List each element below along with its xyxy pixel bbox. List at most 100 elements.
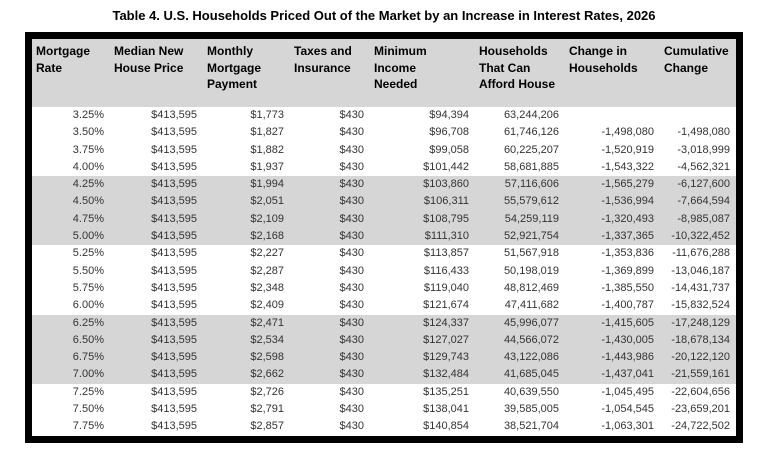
table-cell: $413,595	[151, 109, 197, 121]
table-row: 6.25% $413,595 $2,471 $430 $124,337 45,996,07…	[32, 314, 736, 332]
table-cell: -1,430,005	[565, 331, 660, 350]
table-cell: -4,562,321	[677, 160, 730, 173]
table-cell: -22,604,656	[671, 385, 730, 398]
table-cell: -1,543,322	[601, 160, 654, 173]
table-cell: 7.75%	[72, 420, 104, 433]
col-header-change-households: Change in Households	[565, 39, 660, 107]
table-row: 3.25% $413,595 $1,773 $430 $94,394 63,244,206	[32, 107, 736, 124]
table-cell: 6.50%	[32, 331, 110, 350]
table-cell: -1,498,080	[677, 126, 730, 139]
table-cell: $430	[339, 264, 364, 277]
table-row: 6.50% $413,595 $2,534 $430 $127,027 44,566,07…	[32, 331, 736, 350]
table-cell: $2,534	[203, 331, 290, 350]
table-cell: $413,595	[110, 176, 203, 194]
table-cell: $430	[339, 247, 364, 260]
table-cell: 6.00%	[72, 299, 104, 312]
col-header-monthly-payment: Monthly Mortgage Payment	[203, 39, 290, 107]
table-cell: 5.00%	[32, 228, 110, 246]
table-cell: 52,921,754	[475, 228, 565, 246]
page: Table 4. U.S. Households Priced Out of t…	[0, 8, 768, 443]
table-row: 4.75% $413,595 $2,109 $430 $108,795 54,259,11…	[32, 210, 736, 229]
table-cell: -1,320,493	[565, 210, 660, 229]
table-row: 3.75% $413,595 $1,882 $430 $99,058 60,225,207…	[32, 142, 736, 159]
table-cell: 61,746,126	[503, 126, 559, 139]
table-cell: $132,484	[370, 366, 475, 384]
table-cell: 5.50%	[72, 264, 104, 277]
table-cell: 7.50%	[72, 403, 104, 416]
table-cell: $430	[290, 228, 370, 246]
table-cell: $430	[290, 349, 370, 367]
table-cell: 4.50%	[32, 193, 110, 211]
table-cell: -6,127,600	[660, 176, 736, 194]
table-cell: 4.75%	[32, 210, 110, 229]
table-cell: $2,726	[250, 385, 284, 398]
table-cell: $103,860	[370, 176, 475, 194]
table-cell: $121,674	[423, 299, 469, 312]
col-header-mortgage-rate: Mortgage Rate	[32, 39, 110, 107]
table-row: 7.00% $413,595 $2,662 $430 $132,484 41,685,04…	[32, 366, 736, 384]
table-cell: $113,857	[423, 247, 469, 260]
table-cell: $413,595	[110, 331, 203, 350]
table-cell: -1,385,550	[601, 281, 654, 294]
table-cell: $413,595	[110, 349, 203, 367]
table-cell: -1,520,919	[601, 143, 654, 156]
table-cell: $413,595	[110, 193, 203, 211]
table-cell: -1,063,301	[601, 420, 654, 433]
table-cell: $99,058	[429, 143, 469, 156]
table-cell: $413,595	[151, 403, 197, 416]
table-cell: $135,251	[423, 385, 469, 398]
table-row: 5.00% $413,595 $2,168 $430 $111,310 52,921,75…	[32, 228, 736, 246]
table-cell: $2,168	[203, 228, 290, 246]
table-cell: $2,227	[250, 247, 284, 260]
table-cell: $430	[339, 281, 364, 294]
table-cell: $430	[339, 143, 364, 156]
table-cell: -14,431,737	[671, 281, 730, 294]
table-cell: $430	[339, 385, 364, 398]
table-cell: $116,433	[423, 264, 469, 277]
table-cell: -8,985,087	[660, 210, 736, 229]
col-header-taxes-insurance: Taxes and Insurance	[290, 39, 370, 107]
table-cell: 4.25%	[32, 176, 110, 194]
table-row: 5.25% $413,595 $2,227 $430 $113,857 51,567,91…	[32, 245, 736, 262]
table-row: 7.75% $413,595 $2,857 $430 $140,854 38,521,70…	[32, 418, 736, 435]
table-cell: -23,659,201	[671, 403, 730, 416]
table-cell: -13,046,187	[671, 264, 730, 277]
table-cell: $430	[339, 403, 364, 416]
table-cell: $1,773	[250, 109, 284, 121]
col-header-cumulative-change: Cumulative Change	[660, 39, 736, 107]
table-cell: $119,040	[423, 281, 469, 294]
table-cell: $124,337	[370, 314, 475, 332]
header-row: Mortgage Rate Median New House Price Mon…	[32, 39, 736, 107]
table-row: 3.50% $413,595 $1,827 $430 $96,708 61,746,126…	[32, 124, 736, 141]
table-cell: $111,310	[370, 228, 475, 246]
col-header-households-afford: Households That Can Afford House	[475, 39, 565, 107]
table-cell: $430	[339, 126, 364, 139]
table-cell: 47,411,682	[504, 299, 559, 312]
table-cell: $430	[339, 109, 364, 121]
table-cell: -24,722,502	[671, 420, 730, 433]
priced-out-table: Mortgage Rate Median New House Price Mon…	[32, 39, 736, 436]
table-cell: 40,639,550	[503, 385, 559, 398]
table-cell: -10,322,452	[660, 228, 736, 246]
table-cell: 54,259,119	[475, 210, 565, 229]
table-cell: 63,244,206	[503, 109, 559, 121]
table-cell: 5.25%	[72, 247, 104, 260]
table-row: 6.00% $413,595 $2,409 $430 $121,674 47,411,68…	[32, 297, 736, 314]
table-cell: 55,579,612	[475, 193, 565, 211]
table-cell: -1,353,836	[601, 247, 654, 260]
table-cell: $430	[290, 210, 370, 229]
table-cell: -1,565,279	[565, 176, 660, 194]
table-cell: $430	[290, 331, 370, 350]
table-cell: $2,109	[203, 210, 290, 229]
table-cell: $413,595	[110, 228, 203, 246]
table-cell: -1,400,787	[601, 299, 654, 312]
table-cell: $430	[339, 420, 364, 433]
table-cell: -1,045,495	[601, 385, 654, 398]
table-cell: -11,676,288	[672, 247, 730, 260]
table-cell: $101,442	[423, 160, 469, 173]
table-cell: -7,664,594	[660, 193, 736, 211]
table-cell: 6.75%	[32, 349, 110, 367]
table-cell: -1,054,545	[601, 403, 654, 416]
table-cell: 7.00%	[32, 366, 110, 384]
table-cell: 48,812,469	[503, 281, 559, 294]
